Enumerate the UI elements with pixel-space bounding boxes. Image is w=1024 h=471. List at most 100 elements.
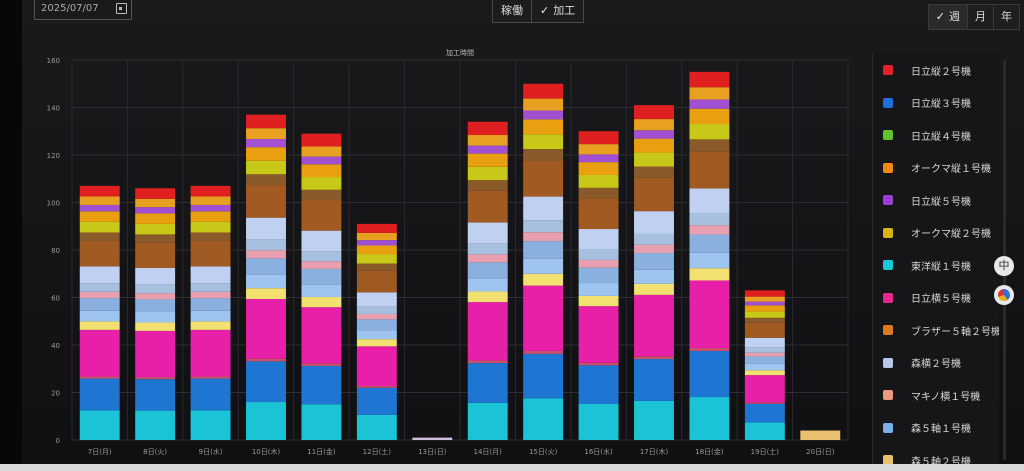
bar-segment [523,98,564,111]
bar-segment [523,149,564,161]
bar-segment [246,358,286,362]
bar-segment [356,254,397,264]
bar-segment [523,285,564,351]
bar-segment [578,306,619,363]
bar-segment [190,211,231,222]
bar-segment [246,258,286,275]
bar-segment [190,298,231,311]
legend-item[interactable]: ブラザー５軸２号機 [873,314,999,347]
mode-toggle-group: 稼働 ✓ 加工 [492,0,585,23]
bar-segment [800,430,841,440]
calendar-icon[interactable] [116,3,127,14]
legend-swatch [883,292,893,303]
mode-button-operation[interactable]: 稼働 [493,0,532,22]
bar-segment [744,305,785,312]
legend-item[interactable]: 日立縦３号機 [873,87,999,120]
x-tick-label: 20日(日) [806,448,835,456]
bar-segment [467,262,508,279]
color-wheel-icon[interactable] [994,285,1014,305]
bar-segment [356,270,397,293]
legend-item[interactable]: 日立縦５号機 [873,184,999,217]
bar-segment [467,145,508,154]
stacked-bar-chart: 加工時間 0 20 40 60 80 100 120 140 160 7日(月) 8日(火) 9日(水)… [47,48,849,456]
legend-item[interactable]: 日立縦４号機 [873,119,999,152]
scroll-handle[interactable]: 中 [994,256,1014,276]
bar-segment [467,135,508,146]
legend-item[interactable]: 森５軸２号機 [873,444,999,471]
bar-segment [689,351,730,398]
legend-item[interactable]: 日立横５号機 [873,282,999,315]
bar-segment [634,177,674,212]
bar-segment [246,361,286,403]
bar-segment [744,352,785,357]
x-tick-label: 18日(金) [695,447,724,456]
legend-item[interactable]: オークマ縦１号機 [873,152,999,185]
bar-segment [356,306,397,314]
period-label-week: 週 [949,10,960,23]
bar-segment [744,402,785,404]
bar-segment [190,266,231,284]
bar-segment [246,402,286,440]
bar-segment [689,108,730,125]
x-tick-label: 8日(火) [143,448,167,456]
monitor-bottom-edge [0,464,1024,471]
legend-swatch [883,325,893,336]
bar-segment [301,404,342,440]
bar-segment [523,258,564,274]
legend-swatch [883,455,893,466]
bar-segment [689,397,730,440]
bar-segment [79,376,120,379]
date-picker[interactable]: 2025/07/07 [34,0,132,20]
legend-item[interactable]: 日立縦２号機 [873,54,999,87]
bar-segment [135,207,176,214]
bar-segment [689,252,730,269]
bar-segment [301,307,342,364]
legend-list: 日立縦２号機 日立縦３号機 日立縦４号機 オークマ縦１号機日立縦５号機オークマ縦２号機… [873,54,999,471]
bar-segment [689,347,730,352]
bar-segment [689,71,730,88]
bar-segment [135,267,176,285]
legend-item[interactable]: 森横２号機 [873,347,999,380]
bar-segment [79,204,120,212]
period-button-week[interactable]: ✓ 週 [928,5,968,29]
bar-segment [79,310,120,322]
bar-segment [356,223,397,233]
bar-segment [246,174,286,186]
period-button-month[interactable]: 月 [968,5,994,29]
bar-segment [301,365,342,405]
legend-swatch [883,97,893,108]
bar-segment [301,297,342,308]
y-tick-label: 0 [56,437,60,445]
bar-segment [356,240,397,246]
bar-segment [135,322,176,331]
bar-segment [301,251,342,262]
bar-segment [246,288,286,300]
legend-item[interactable]: オークマ縦２号機 [873,217,999,250]
bar-segment [523,353,564,399]
bar-segment [467,363,508,403]
legend-item[interactable]: マキノ横１号機 [873,379,999,412]
bar-segment [356,414,397,440]
chart-title: 加工時間 [446,48,474,57]
bar-segment [634,233,674,245]
x-tick-label: 19日(土) [751,447,780,456]
legend-label: 日立縦５号機 [911,196,971,208]
bar-segment [135,198,176,208]
bar-segment [79,321,120,330]
bar-segment [744,301,785,306]
bar-segment [578,362,619,366]
bar-segment [135,299,176,313]
bar-segment [246,299,286,359]
chart-area: 加工時間 0 20 40 60 80 100 120 140 160 7日(月) 8日(火) 9日(水)… [22,44,854,464]
bar-segment [246,160,286,175]
mode-button-processing[interactable]: ✓ 加工 [532,0,583,22]
period-button-year[interactable]: 年 [994,5,1019,29]
check-icon: ✓ [540,4,550,17]
legend-swatch [883,130,893,141]
x-tick-label: 16日(水) [584,447,613,456]
legend-item[interactable]: 東洋縦１号機 [873,249,999,282]
bar-segment [467,402,508,440]
bar-segment [301,268,342,285]
bar-segment [523,398,564,440]
legend-item[interactable]: 森５軸１号機 [873,412,999,445]
